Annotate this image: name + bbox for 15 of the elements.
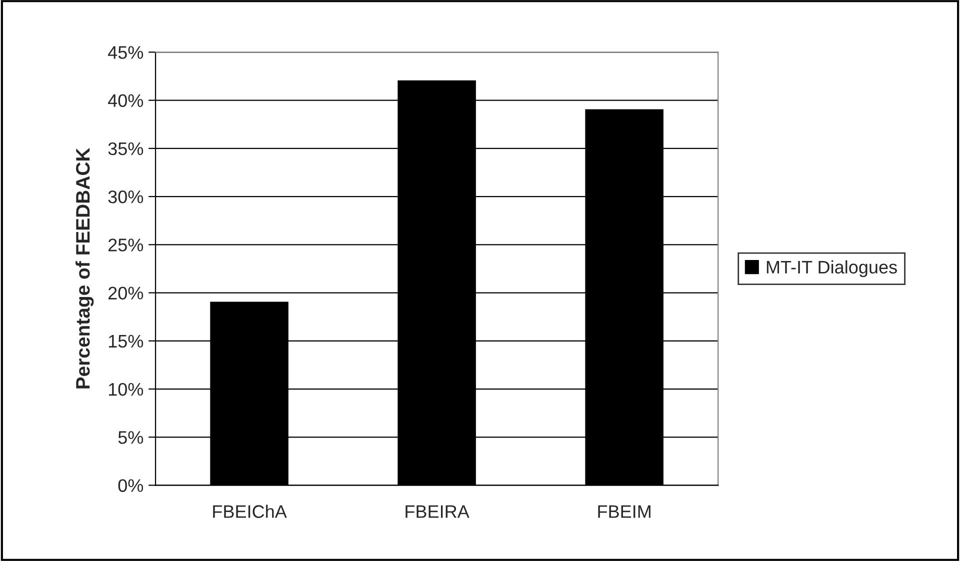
y-tick-label: 25% bbox=[108, 238, 144, 252]
y-tick-label: 40% bbox=[108, 94, 144, 108]
y-tick-label: 20% bbox=[108, 286, 144, 300]
x-tick-label: FBEIChA bbox=[213, 504, 287, 518]
y-tick-label: 15% bbox=[108, 334, 144, 348]
y-tick-label: 45% bbox=[108, 46, 144, 59]
y-tick-label: 0% bbox=[118, 479, 144, 492]
y-tick-label: 35% bbox=[108, 142, 144, 156]
y-axis-title: Percentage of FEEDBACK bbox=[75, 148, 94, 388]
x-tick-label: FBEIM bbox=[598, 505, 650, 518]
legend-label: MT-IT Dialogues bbox=[766, 260, 897, 278]
y-tick-label: 30% bbox=[108, 190, 144, 204]
x-tick-label: FBEIRA bbox=[406, 505, 470, 518]
y-tick-label: 10% bbox=[108, 382, 144, 396]
y-tick-label: 5% bbox=[118, 431, 144, 444]
